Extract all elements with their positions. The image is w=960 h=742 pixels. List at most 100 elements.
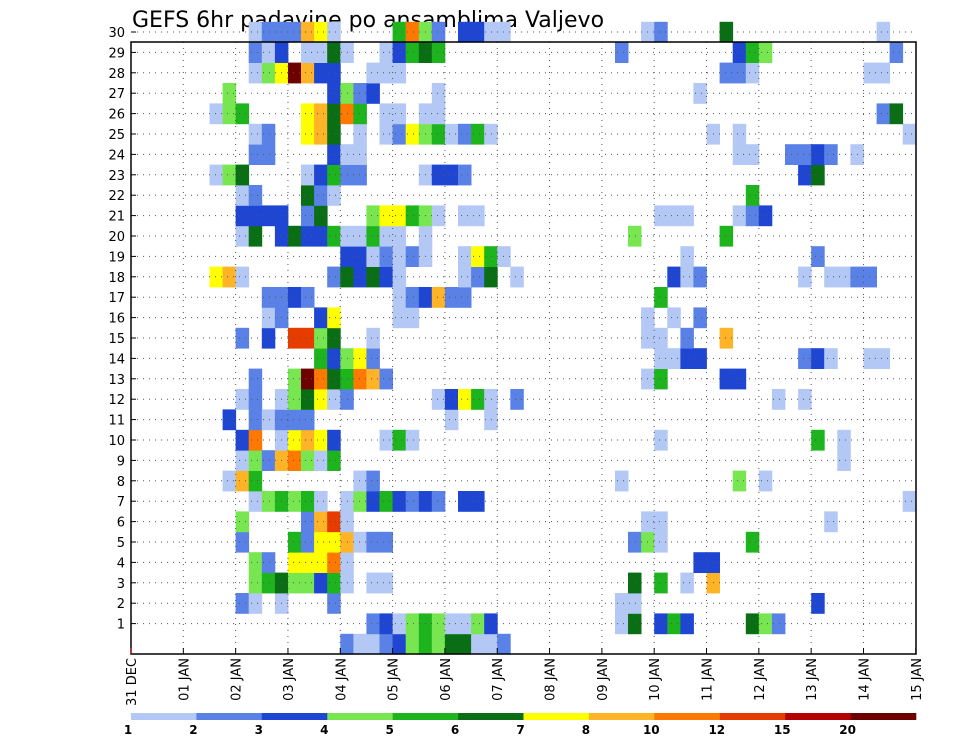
heatmap-cell [301,491,315,512]
heatmap-cell [288,429,302,451]
heatmap-cell [431,389,446,410]
heatmap-cell [353,83,367,104]
heatmap-cell [379,205,393,227]
heatmap-cell [811,246,825,267]
heatmap-cell [392,21,407,43]
heatmap-cell [301,103,315,125]
heatmap-cell [222,103,237,125]
heatmap-cell [732,368,747,390]
heatmap-cell [366,83,380,104]
heatmap-cell [353,164,367,186]
heatmap-cell [471,491,485,512]
heatmap-cell [392,246,407,267]
heatmap-cell [235,164,250,186]
heatmap-cell [811,593,825,614]
heatmap-cell [484,613,498,635]
heatmap-cell [444,164,459,186]
x-tick-label: 31 DEC [125,658,140,706]
heatmap-cell [288,287,302,308]
heatmap-cell [458,123,472,145]
heatmap-cell [288,409,302,431]
heatmap-cell [248,593,263,614]
heatmap-cell [314,348,328,369]
heatmap-cell [288,552,302,573]
heatmap-cell [719,225,734,247]
heatmap-cell [327,266,341,288]
heatmap-cell [248,552,263,573]
heatmap-cell [261,21,276,43]
colorbar-label: 5 [386,723,394,737]
heatmap-cell [353,348,367,369]
colorbar-label: 8 [582,723,590,737]
heatmap-cell [301,368,315,390]
heatmap-cell [654,348,668,369]
heatmap-cell [680,348,694,369]
heatmap-cell [628,225,642,247]
heatmap-cell [392,103,407,125]
heatmap-cell [366,246,380,267]
colorbar-label: 10 [643,723,660,737]
heatmap-cell [392,62,407,84]
heatmap-cell [327,83,341,104]
heatmap-cell [366,572,380,594]
x-tick-label: 04 JAN [334,658,349,701]
heatmap-cell [431,83,446,104]
heatmap-cell [327,327,341,349]
y-tick-label: 6 [117,516,125,531]
heatmap-cell [261,572,276,594]
chart-title: GEFS 6hr padavine po ansamblima Valjevo [132,8,604,33]
heatmap-cell [327,123,341,145]
heatmap-cell [732,123,747,145]
heatmap-cell [431,42,446,63]
heatmap-cell [876,103,891,125]
heatmap-cell [261,450,276,471]
heatmap-cell [314,552,328,573]
heatmap-cell [719,21,734,43]
heatmap-cell [405,287,420,308]
heatmap-cell [458,266,472,288]
heatmap-cell [314,21,328,43]
heatmap-cell [209,266,223,288]
heatmap-cell [458,633,472,655]
heatmap-cell [693,266,707,288]
heatmap-cell [654,368,668,390]
heatmap-cell [510,389,524,410]
heatmap-cell [732,144,747,165]
heatmap-cell [288,327,302,349]
heatmap-cell [209,103,223,125]
x-tick-label: 14 JAN [857,658,872,701]
y-tick-label: 4 [117,556,125,571]
y-tick-label: 5 [117,536,125,551]
heatmap-cell [392,633,407,655]
heatmap-cell [758,613,773,635]
colorbar-label: 1 [124,723,132,737]
heatmap-cell [628,593,642,614]
heatmap-cell [248,368,263,390]
heatmap-cell [680,572,694,594]
heatmap-cell [261,123,276,145]
heatmap-cell [314,327,328,349]
heatmap-cell [693,348,707,369]
heatmap-cell [732,205,747,227]
heatmap-cell [379,62,393,84]
heatmap-cell [301,21,315,43]
heatmap-cell [235,511,250,533]
heatmap-cell [902,123,917,145]
heatmap-cell [366,348,380,369]
heatmap-cell [654,531,668,553]
heatmap-cell [379,225,393,247]
heatmap-cell [248,185,263,206]
heatmap-cell [327,225,341,247]
heatmap-cell [798,144,812,165]
heatmap-cell [222,164,237,186]
heatmap-cell [353,225,367,247]
heatmap-cell [471,246,485,267]
heatmap-cell [654,511,668,533]
heatmap-cell [288,225,302,247]
heatmap-cell [314,42,328,63]
x-tick-label: 02 JAN [230,658,245,701]
colorbar-label: 3 [255,723,263,737]
y-tick-label: 30 [108,26,125,41]
heatmap-cell [431,613,446,635]
heatmap-cell [301,62,315,84]
